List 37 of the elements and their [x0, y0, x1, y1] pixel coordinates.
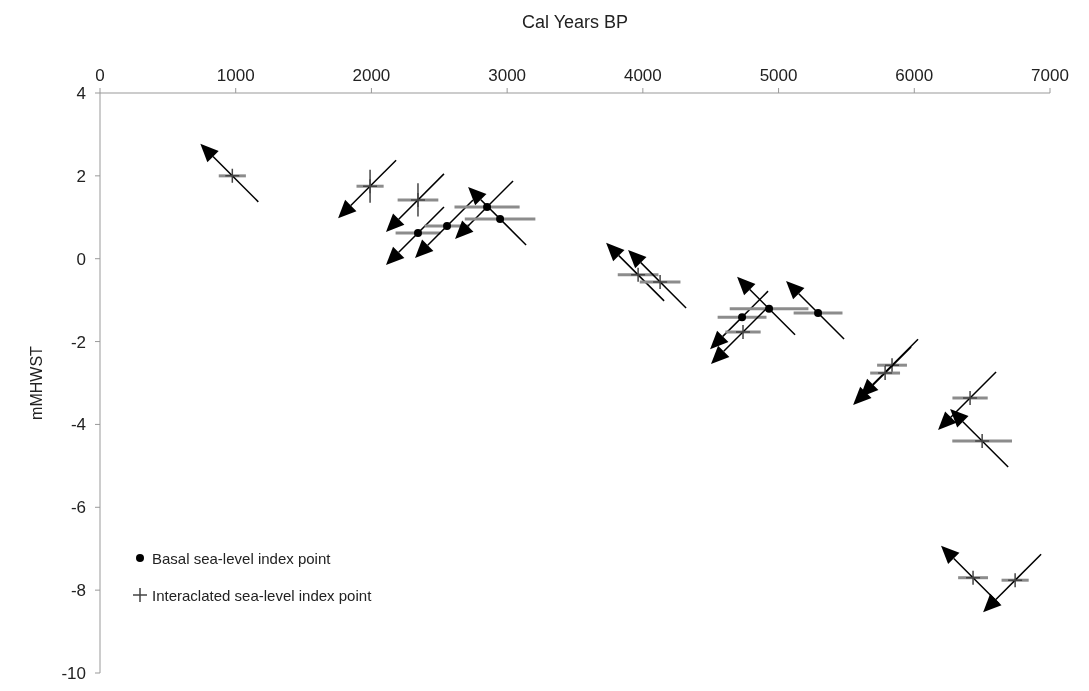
- y-tick-label: 2: [76, 166, 86, 186]
- y-axis-title: mMHWST: [28, 345, 45, 420]
- legend-label: Basal sea-level index point: [152, 550, 332, 567]
- x-tick-label: 2000: [352, 66, 391, 85]
- point: [652, 274, 668, 290]
- x-tick-label: 6000: [895, 66, 934, 85]
- point: [738, 313, 747, 322]
- point: [1007, 572, 1023, 588]
- point: [443, 221, 452, 230]
- point: [224, 168, 241, 184]
- point: [630, 267, 646, 283]
- y-tick-label: 4: [76, 84, 86, 103]
- x-axis-title: Cal Years BP: [521, 12, 629, 32]
- point: [974, 433, 990, 449]
- point: [735, 324, 751, 340]
- x-tick-label: 7000: [1031, 66, 1069, 85]
- y-tick-label: -6: [70, 498, 86, 518]
- x-tick-label: 3000: [488, 66, 527, 85]
- y-tick-label: -8: [70, 581, 86, 601]
- y-tick-label: -10: [61, 664, 86, 683]
- point: [877, 365, 893, 381]
- y-tick-label: -4: [70, 415, 86, 435]
- legend-label: Interaclated sea-level index point: [152, 587, 373, 604]
- point: [962, 390, 978, 406]
- x-tick-label: 4000: [623, 66, 662, 85]
- x-tick-label: 0: [95, 66, 105, 85]
- point: [413, 229, 422, 238]
- point: [362, 178, 378, 194]
- point: [410, 192, 426, 208]
- point: [965, 569, 981, 586]
- point: [496, 214, 505, 223]
- point: [884, 357, 900, 373]
- point: [814, 308, 823, 317]
- y-tick-label: -2: [70, 332, 86, 352]
- y-tick-label: 0: [76, 249, 86, 269]
- x-tick-label: 1000: [216, 66, 255, 85]
- x-tick-label: 5000: [759, 66, 798, 85]
